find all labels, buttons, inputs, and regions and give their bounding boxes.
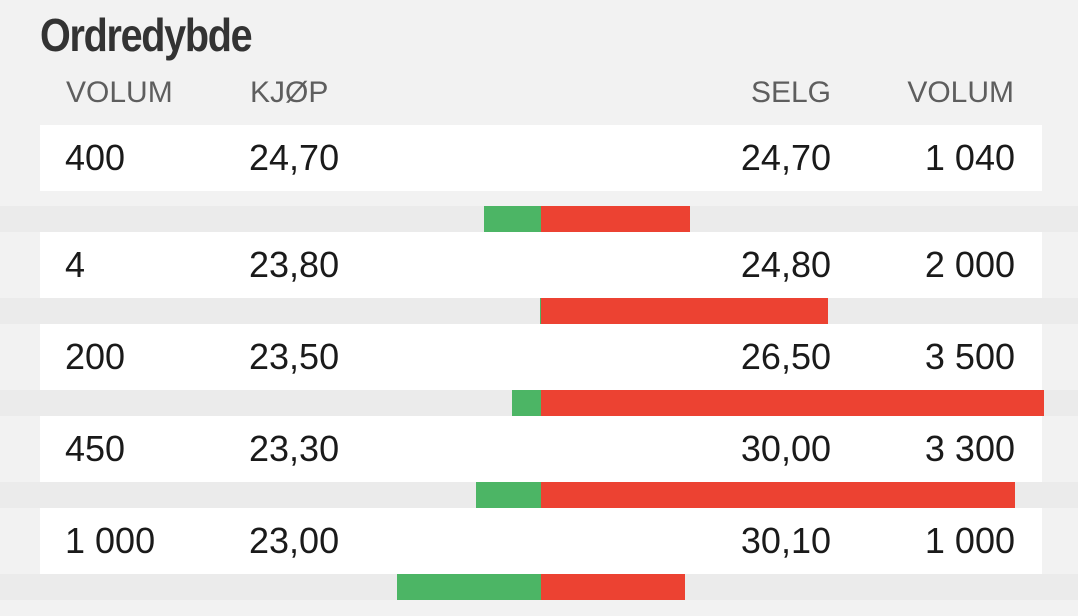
table-row: 1 000 23,00 30,10 1 000 — [40, 508, 1042, 574]
depth-bar-band — [0, 482, 1078, 508]
sell-volume-cell: 2 000 — [924, 244, 1015, 285]
sell-price-cell: 30,00 — [740, 428, 831, 469]
table-row: 200 23,50 26,50 3 500 — [40, 324, 1042, 390]
sell-depth-bar — [541, 390, 1044, 416]
header-sell-volume: VOLUM — [907, 76, 1014, 109]
sell-price-cell: 30,10 — [740, 520, 831, 561]
page-title: Ordredybde — [40, 9, 253, 61]
depth-bar-band — [0, 574, 1078, 600]
buy-volume-cell: 1 000 — [65, 520, 156, 561]
buy-depth-bar — [476, 482, 541, 508]
sell-volume-cell: 1 000 — [924, 520, 1015, 561]
table-row: 400 24,70 24,70 1 040 — [40, 125, 1042, 191]
sell-depth-bar — [541, 482, 1015, 508]
buy-volume-cell: 4 — [65, 244, 86, 285]
buy-depth-bar — [512, 390, 541, 416]
header-buy-volume: VOLUM — [66, 76, 173, 109]
buy-price-cell: 23,50 — [249, 336, 340, 377]
buy-volume-cell: 450 — [65, 428, 126, 469]
buy-price-cell: 24,70 — [249, 137, 340, 178]
depth-bar-band — [0, 206, 1078, 232]
sell-depth-bar — [541, 574, 685, 600]
buy-price-cell: 23,80 — [249, 244, 340, 285]
sell-price-cell: 26,50 — [740, 336, 831, 377]
buy-volume-cell: 200 — [65, 336, 126, 377]
buy-depth-bar — [397, 574, 541, 600]
depth-bar-band — [0, 390, 1078, 416]
sell-volume-cell: 1 040 — [924, 137, 1015, 178]
sell-volume-cell: 3 500 — [924, 336, 1015, 377]
depth-bar-band — [0, 298, 1078, 324]
table-row: 450 23,30 30,00 3 300 — [40, 416, 1042, 482]
sell-price-cell: 24,80 — [740, 244, 831, 285]
sell-depth-bar — [541, 298, 829, 324]
table-row: 4 23,80 24,80 2 000 — [40, 232, 1042, 298]
buy-price-cell: 23,00 — [249, 520, 340, 561]
buy-depth-bar — [540, 298, 541, 324]
buy-volume-cell: 400 — [65, 137, 126, 178]
buy-price-cell: 23,30 — [249, 428, 340, 469]
header-sell-price: SELG — [750, 76, 831, 109]
sell-volume-cell: 3 300 — [924, 428, 1015, 469]
buy-depth-bar — [483, 206, 541, 232]
sell-depth-bar — [541, 206, 691, 232]
sell-price-cell: 24,70 — [740, 137, 831, 178]
header-buy-price: KJØP — [250, 76, 329, 109]
